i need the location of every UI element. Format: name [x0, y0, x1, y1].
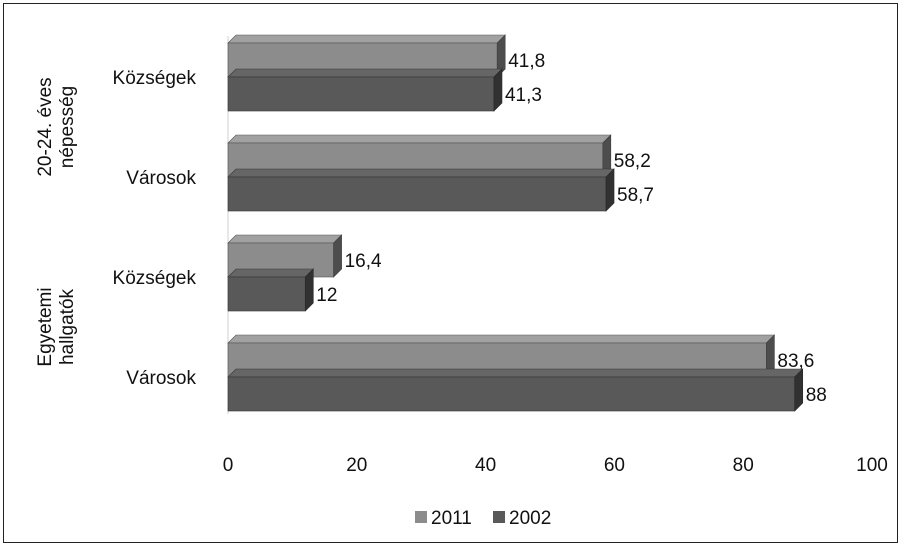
bar-top-face — [227, 234, 343, 244]
group-label: 20-24. évesnépesség — [35, 77, 78, 176]
data-label: 58,2 — [614, 151, 651, 172]
data-label: 16,4 — [345, 251, 382, 272]
bar-side-face — [496, 34, 506, 78]
group-label-line: népesség — [57, 86, 78, 168]
group-label-line: Egyetemi — [35, 287, 56, 366]
bar-top-face — [227, 168, 615, 178]
bar-top-face — [227, 34, 506, 44]
x-tick-label: 100 — [856, 455, 888, 476]
group-label-line: hallgatók — [57, 288, 78, 365]
bar-2002 — [227, 376, 796, 412]
bar-top-face — [227, 368, 804, 378]
legend-swatch-2002 — [493, 511, 505, 523]
legend-swatch-2011 — [415, 511, 427, 523]
data-label: 58,7 — [617, 185, 654, 206]
category-label: Városok — [126, 368, 196, 389]
category-label: Községek — [113, 268, 197, 289]
group-label-line: 20-24. éves — [35, 77, 56, 176]
bar-side-face — [304, 268, 314, 312]
x-tick-label: 60 — [604, 455, 625, 476]
bar-2002 — [227, 76, 495, 112]
data-label: 41,3 — [505, 85, 542, 106]
bar-top-face — [227, 68, 503, 78]
bar-top-face — [227, 134, 612, 144]
data-label: 88 — [806, 385, 827, 406]
bar-side-face — [605, 168, 615, 212]
x-tick-label: 80 — [733, 455, 754, 476]
x-tick-label: 40 — [475, 455, 496, 476]
bar-2002 — [227, 176, 607, 212]
data-label: 83,6 — [777, 351, 814, 372]
bar-2002 — [227, 276, 306, 312]
category-label: Községek — [113, 68, 197, 89]
legend-label: 2002 — [509, 508, 551, 529]
bar-side-face — [493, 68, 503, 112]
bar-top-face — [227, 268, 315, 278]
bar-top-face — [227, 334, 776, 344]
x-tick-label: 20 — [346, 455, 367, 476]
legend-label: 2011 — [431, 508, 472, 529]
bar-side-face — [333, 234, 342, 278]
group-label: Egyetemihallgatók — [35, 287, 78, 366]
category-label: Városok — [126, 168, 196, 189]
bar-side-face — [794, 368, 804, 412]
x-tick-label: 0 — [223, 455, 234, 476]
data-label: 12 — [316, 285, 337, 306]
data-label: 41,8 — [508, 51, 545, 72]
